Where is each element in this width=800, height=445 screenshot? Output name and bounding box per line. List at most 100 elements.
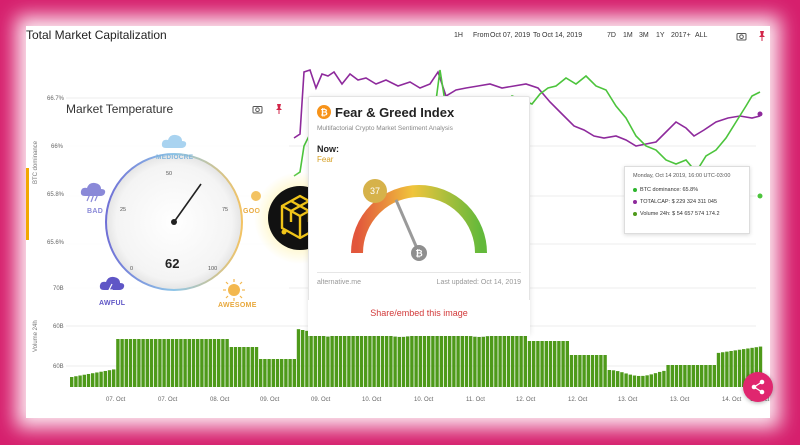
range-7d-button[interactable]: 7D <box>607 32 616 39</box>
range-1h-button[interactable]: 1H <box>454 32 463 39</box>
volume-bar <box>166 339 170 387</box>
camera-icon[interactable] <box>252 104 263 114</box>
volume-bar <box>750 347 754 387</box>
fear-greed-title: Fear & Greed Index <box>335 105 455 120</box>
x-tick: 09. Oct <box>311 397 331 403</box>
volume-bar <box>422 331 427 387</box>
volume-bar <box>645 375 649 387</box>
volume-bar <box>553 341 557 387</box>
volume-bar <box>498 332 502 387</box>
source-link[interactable]: alternative.me <box>317 279 361 286</box>
volume-bar <box>532 341 536 387</box>
volume-bar <box>506 330 511 387</box>
volume-bar <box>511 329 515 387</box>
volume-bar <box>212 339 217 387</box>
now-label: Now: <box>317 144 339 154</box>
volume-bar <box>162 339 166 387</box>
range-1y-button[interactable]: 1Y <box>656 32 665 39</box>
y-label: 70B <box>53 286 64 292</box>
volume-bar <box>469 336 473 387</box>
volume-bar <box>595 355 599 387</box>
volume-bar <box>565 341 569 387</box>
volume-bar <box>238 347 242 387</box>
volume-bar <box>145 339 149 387</box>
range-1m-button[interactable]: 1M <box>623 32 633 39</box>
btc-dominance-axis-label: BTC dominance <box>33 140 39 184</box>
tooltip-value: TOTALCAP: $ 229 324 311 045 <box>640 199 718 205</box>
y-label: 60B <box>53 364 64 370</box>
x-tick: 07. Oct <box>158 397 178 403</box>
share-icon <box>751 379 765 395</box>
volume-bar <box>658 371 662 387</box>
volume-bar <box>452 331 456 387</box>
range-3m-button[interactable]: 3M <box>639 32 649 39</box>
volume-bar <box>616 371 620 387</box>
range-all-button[interactable]: ALL <box>695 32 708 39</box>
x-tick: 07. Oct <box>106 397 126 403</box>
volume-bar <box>708 365 712 387</box>
divider <box>317 272 521 273</box>
volume-bar <box>133 339 137 387</box>
volume-bar <box>364 329 368 387</box>
camera-icon[interactable] <box>736 31 747 41</box>
volume-bar <box>406 336 410 387</box>
volume-bar <box>523 329 527 387</box>
x-tick: 14. Oct <box>722 397 742 403</box>
scale-75: 75 <box>222 207 229 213</box>
volume-bar <box>490 335 494 387</box>
fear-greed-gauge: ₿ <box>351 185 487 261</box>
label-awesome: AWESOME <box>218 302 257 309</box>
volume-bar <box>611 370 616 387</box>
tooltip-value: BTC dominance: 65.8% <box>640 187 699 193</box>
x-tick: 10. Oct <box>414 397 434 403</box>
volume-bar <box>401 336 406 387</box>
volume-bar <box>196 339 200 387</box>
share-button[interactable] <box>743 372 773 402</box>
fear-status: Fear <box>317 155 334 164</box>
volume-bar <box>112 369 116 387</box>
share-embed-link[interactable]: Share/embed this image <box>370 308 468 318</box>
pin-icon[interactable] <box>274 103 284 114</box>
volume-bar <box>435 329 439 387</box>
tooltip-row: Volume 24h: $ 54 657 574 174.2 <box>633 211 720 217</box>
volume-bar <box>175 339 179 387</box>
cloud-icon <box>161 134 187 148</box>
volume-bar <box>561 341 565 387</box>
volume-axis-label: Volume 24h <box>33 320 39 352</box>
volume-bar <box>208 339 212 387</box>
volume-bar <box>628 374 632 387</box>
volume-bar <box>351 329 355 387</box>
volume-bar <box>326 336 330 387</box>
volume-bar <box>170 339 175 387</box>
volume-bar <box>229 347 233 387</box>
volume-bar <box>729 350 733 387</box>
volume-bar <box>149 339 154 387</box>
volume-bar <box>548 341 553 387</box>
volume-bar <box>695 365 700 387</box>
x-tick: 12. Oct <box>568 397 588 403</box>
volume-bar <box>95 372 99 387</box>
to-date-input[interactable]: Oct 14, 2019 <box>542 32 583 39</box>
to-label: To <box>533 32 541 39</box>
volume-bar <box>536 341 540 387</box>
volume-bar <box>124 339 128 387</box>
volume-bar <box>431 329 435 387</box>
volume-bar <box>296 329 301 387</box>
volume-bar <box>191 339 196 387</box>
volume-bar <box>443 329 448 387</box>
volume-bar <box>515 329 519 387</box>
from-date-input[interactable]: Oct 07, 2019 <box>490 32 531 39</box>
y-label: 65.8% <box>47 192 65 198</box>
volume-bar <box>263 359 267 387</box>
range-2017-button[interactable]: 2017+ <box>671 32 691 39</box>
pin-icon[interactable] <box>757 30 767 41</box>
svg-text:₿: ₿ <box>320 107 327 117</box>
volume-bar <box>758 346 763 387</box>
fear-greed-card: ₿ Fear & Greed Index Multifactorial Cryp… <box>308 96 530 334</box>
volume-bar <box>347 330 351 387</box>
volume-bar <box>704 365 708 387</box>
volume-bar <box>607 370 611 387</box>
volume-bar <box>78 375 82 387</box>
volume-bar <box>389 335 393 387</box>
volume-bar <box>183 339 187 387</box>
